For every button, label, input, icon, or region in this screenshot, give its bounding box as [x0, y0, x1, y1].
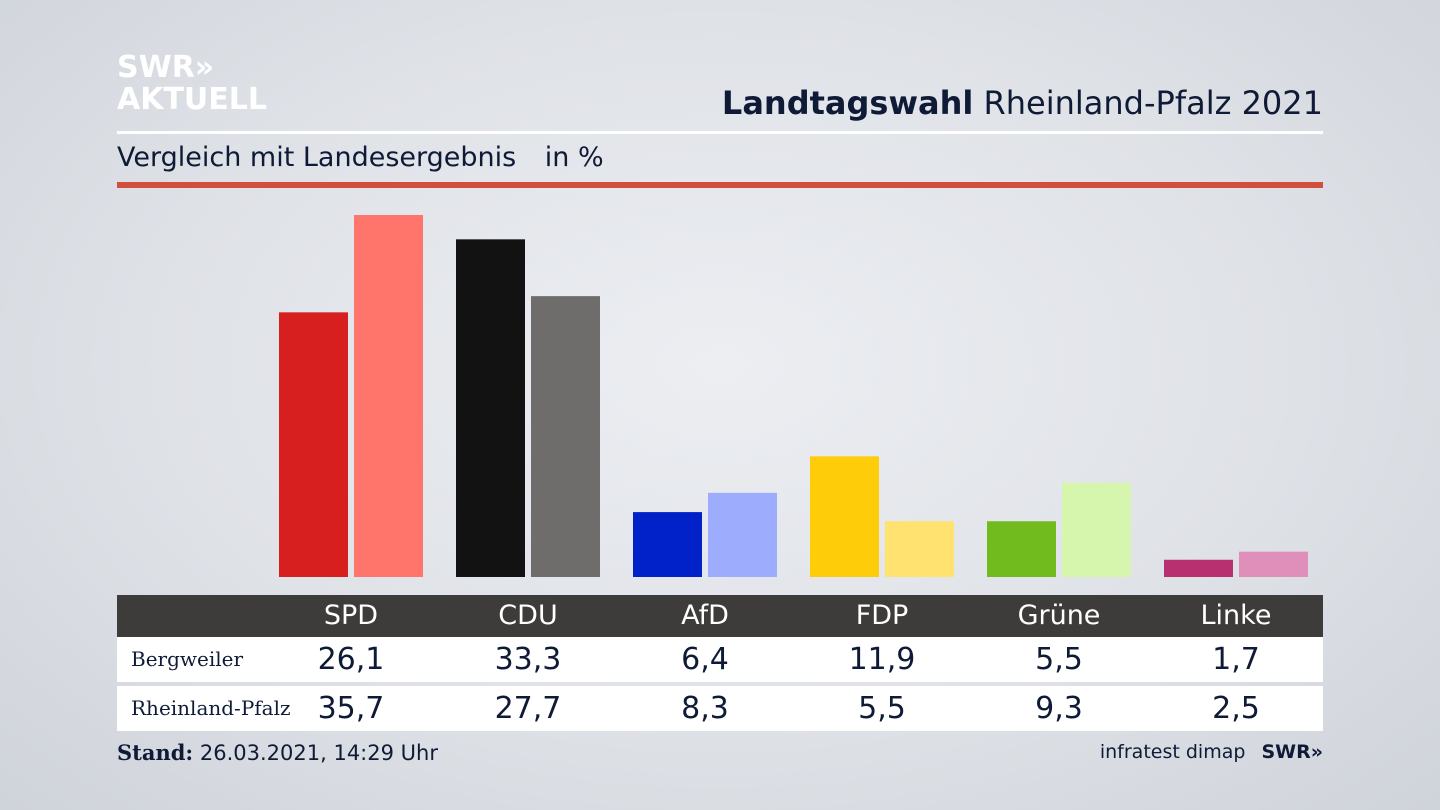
party-label-fdp: FDP [855, 600, 909, 631]
swr-brand: SWR» [1261, 741, 1323, 763]
chart-subtitle: Vergleich mit Landesergebnis in % [117, 142, 604, 173]
bar-cdu-rheinland-pfalz [531, 296, 600, 577]
value-fdp-bergweiler: 11,9 [848, 642, 916, 677]
value-spd-bergweiler: 26,1 [317, 642, 385, 677]
logo-line-1: SWR» [117, 50, 215, 85]
bar-cdu-bergweiler [456, 239, 525, 578]
chart-title: Landtagswahl Rheinland-Pfalz 2021 [722, 84, 1323, 122]
value-gruene-bergweiler: 5,5 [1035, 642, 1083, 677]
subtitle-text: Vergleich mit Landesergebnis [117, 142, 517, 173]
bar-spd-rheinland-pfalz [354, 215, 423, 577]
title-rest: Rheinland-Pfalz 2021 [983, 84, 1323, 122]
table-header-row: SPD CDU AfD FDP Grüne Linke [117, 595, 1323, 637]
source-info: infratest dimap SWR» [1100, 741, 1323, 763]
source-label: infratest dimap [1099, 741, 1246, 763]
stand-value: 26.03.2021, 14:29 Uhr [199, 741, 438, 765]
value-linke-rheinland-pfalz: 2,5 [1212, 691, 1260, 726]
value-cdu-rheinland-pfalz: 27,7 [494, 691, 562, 726]
bar-gruene-bergweiler [987, 521, 1056, 577]
value-spd-rheinland-pfalz: 35,7 [317, 691, 385, 726]
value-cdu-bergweiler: 33,3 [494, 642, 562, 677]
bar-fdp-rheinland-pfalz [885, 521, 954, 577]
bar-gruene-rheinland-pfalz [1062, 482, 1131, 577]
party-label-linke: Linke [1200, 600, 1272, 631]
logo-line-2: AKTUELL [117, 82, 268, 117]
table-row-rheinland-pfalz: Rheinland-Pfalz 35,7 27,7 8,3 5,5 9,3 2,5 [117, 686, 1323, 731]
row-label-bergweiler: Bergweiler [131, 647, 244, 671]
value-afd-rheinland-pfalz: 8,3 [681, 691, 729, 726]
swr-aktuell-logo: SWR» AKTUELL [117, 52, 267, 116]
party-label-spd: SPD [323, 600, 379, 631]
value-gruene-rheinland-pfalz: 9,3 [1035, 691, 1083, 726]
party-label-cdu: CDU [498, 600, 558, 631]
title-bold: Landtagswahl [721, 84, 974, 122]
results-table: SPD CDU AfD FDP Grüne Linke Bergweiler 26,1 33… [117, 595, 1323, 731]
unit-label: in % [544, 142, 604, 173]
value-afd-bergweiler: 6,4 [681, 642, 729, 677]
bar-fdp-bergweiler [810, 456, 879, 577]
bar-afd-bergweiler [633, 512, 702, 577]
row-label-rheinland-pfalz: Rheinland-Pfalz [131, 696, 291, 720]
bar-spd-bergweiler [279, 312, 348, 577]
table-row-bergweiler: Bergweiler 26,1 33,3 6,4 11,9 5,5 1,7 [117, 637, 1323, 682]
bar-linke-rheinland-pfalz [1239, 551, 1308, 577]
value-linke-bergweiler: 1,7 [1212, 642, 1260, 677]
title-divider [117, 131, 1323, 134]
stand-info: Stand: 26.03.2021, 14:29 Uhr [117, 740, 438, 765]
bar-linke-bergweiler [1164, 559, 1233, 577]
stand-label: Stand: [117, 740, 194, 765]
value-fdp-rheinland-pfalz: 5,5 [858, 691, 906, 726]
bar-afd-rheinland-pfalz [708, 492, 777, 577]
subtitle-divider [117, 182, 1323, 188]
party-label-gruene: Grüne [1017, 600, 1101, 631]
party-label-afd: AfD [681, 600, 729, 631]
